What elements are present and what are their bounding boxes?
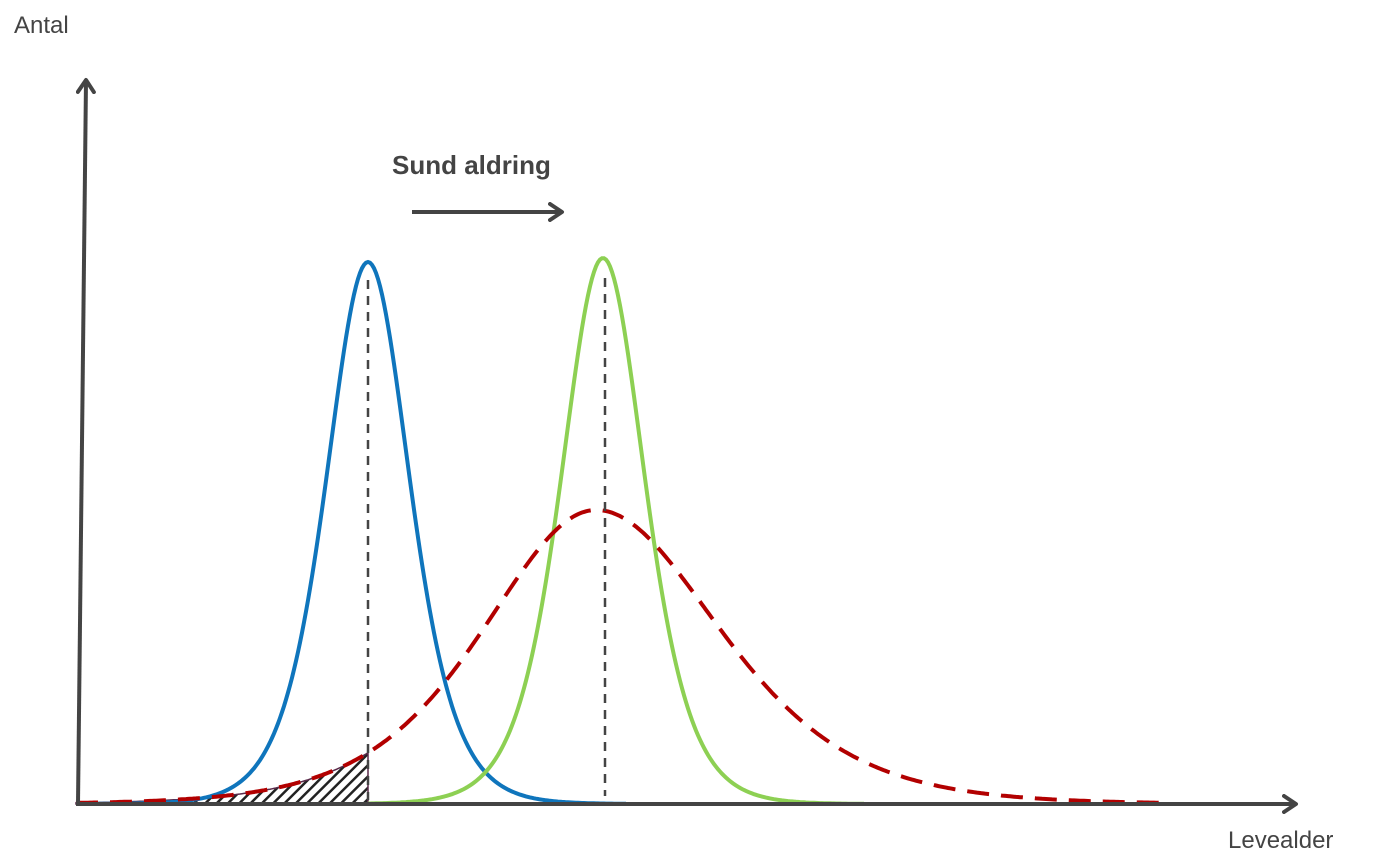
green-distribution-curve bbox=[368, 256, 864, 806]
x-axis-label: Levealder bbox=[1228, 827, 1333, 854]
annotation-label: Sund aldring bbox=[392, 150, 551, 180]
red-dashed-distribution-curve bbox=[75, 508, 1164, 805]
y-axis bbox=[75, 78, 96, 805]
y-axis-label: Antal bbox=[14, 12, 69, 39]
blue-distribution-curve bbox=[78, 259, 626, 806]
